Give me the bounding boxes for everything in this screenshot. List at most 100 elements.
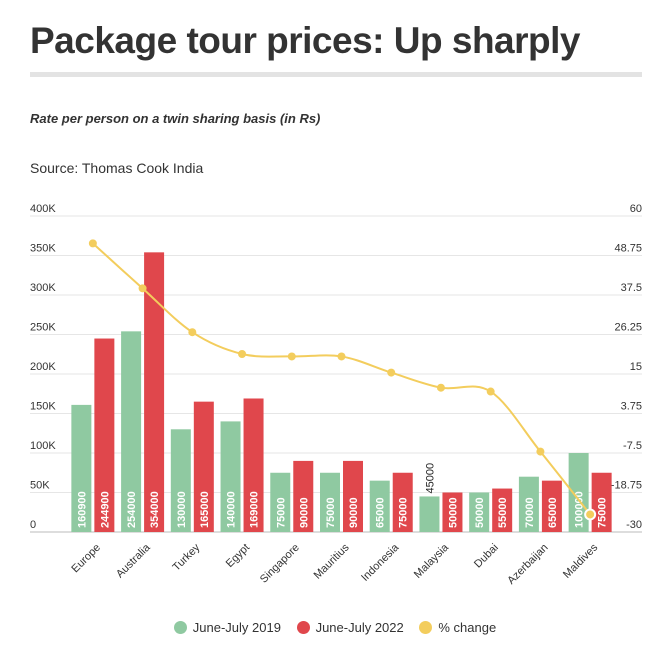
left-tick-label: 300K [30,282,56,294]
legend-item-2019[interactable]: June-July 2019 [173,620,281,635]
category-label: Indonesia [359,541,402,584]
bar-value-label: 65000 [375,497,387,528]
bar-value-label: 75000 [398,497,410,528]
right-tick-label: 37.5 [621,282,642,294]
bar-value-label: 244900 [99,491,111,528]
left-tick-label: 350K [30,243,56,255]
bar-2019 [518,476,539,532]
bar-2019 [419,496,440,532]
bar-2022 [343,460,363,532]
bar-2022 [293,460,314,532]
legend-label-2019: June-July 2019 [192,620,281,635]
category-label: Singapore [258,542,302,586]
bar-2019 [320,472,340,532]
left-tick-label: 50K [30,480,50,492]
category-label: Dubai [472,542,501,571]
left-tick-label: 250K [30,322,56,334]
legend-swatch-2019 [173,621,187,634]
right-tick-label: -30 [626,519,642,531]
category-label: Maldives [561,541,601,581]
right-tick-label: -18.75 [611,480,642,492]
right-tick-label: 60 [630,203,642,215]
percent-change-point [486,387,495,396]
bar-value-label: 45000 [424,463,436,494]
bar-value-label: 90000 [298,497,310,528]
bar-value-label: 75000 [275,497,287,528]
bar-2022 [442,492,463,532]
bar-value-label: 165000 [199,491,211,528]
bar-value-label: 160900 [76,491,88,528]
category-label: Australia [114,541,153,580]
percent-change-point [536,447,545,456]
percent-change-point [287,352,296,361]
chart-subtitle: Rate per person on a twin sharing basis … [30,111,321,126]
bar-value-label: 70000 [524,497,536,528]
left-tick-label: 150K [30,401,56,413]
bar-2019 [220,421,241,532]
bar-value-label: 354000 [149,491,161,528]
percent-change-point [88,239,97,248]
bar-2019 [270,472,291,532]
bar-value-label: 75000 [597,497,609,528]
category-label: Europe [69,542,103,576]
right-tick-label: -7.5 [623,440,642,452]
chart-source: Source: Thomas Cook India [30,160,204,176]
category-label: Malaysia [412,541,452,581]
percent-change-point [584,508,597,521]
percent-change-point [138,284,147,293]
legend-item-2022[interactable]: June-July 2022 [296,620,404,635]
bar-value-label: 130000 [176,491,188,528]
bar-value-label: 75000 [325,497,337,528]
left-tick-label: 100K [30,440,56,452]
legend-item-change[interactable]: % change [419,620,496,635]
left-tick-label: 0 [30,519,36,531]
bar-2022 [94,338,115,532]
category-label: Azerbaijan [505,542,550,587]
bar-value-label: 100000 [574,491,586,528]
right-tick-label: 48.75 [614,243,642,255]
bar-2019 [170,429,191,532]
left-tick-label: 400K [30,203,56,215]
bar-2022 [144,252,165,532]
bar-2019 [469,492,490,532]
bar-2022 [243,398,264,532]
right-tick-label: 15 [630,361,642,373]
right-tick-label: 26.25 [614,322,642,334]
bar-2022 [392,472,413,532]
bar-2022 [193,401,214,532]
category-label: Mauritius [312,541,352,581]
chart-legend: June-July 2019 June-July 2022 % change [0,620,670,635]
bar-value-label: 169000 [249,491,261,528]
percent-change-point [188,328,197,337]
bar-2022 [541,480,562,532]
bar-value-label: 50000 [447,497,459,528]
bar-value-label: 140000 [226,491,238,528]
bar-2019 [568,453,589,532]
bar-2022 [591,472,612,532]
bar-2019 [121,331,142,532]
percent-change-point [387,368,396,377]
bar-value-label: 50000 [474,497,486,528]
bar-2022 [492,488,513,532]
category-label: Turkey [170,541,202,573]
legend-swatch-change [419,621,433,634]
category-label: Egypt [224,542,252,570]
legend-label-change: % change [438,620,497,635]
right-tick-label: 3.75 [621,401,642,413]
left-tick-label: 200K [30,361,56,373]
percent-change-point [337,352,346,361]
chart-title: Package tour prices: Up sharply [30,20,580,61]
legend-label-2022: June-July 2022 [315,620,404,635]
bar-2019 [71,404,92,532]
bar-value-label: 254000 [126,491,138,528]
percent-change-point [436,383,445,392]
percent-change-point [238,349,247,358]
bar-value-label: 90000 [348,497,360,528]
percent-change-line [92,242,591,516]
legend-swatch-2022 [296,621,310,634]
bar-2019 [369,480,390,532]
bar-value-label: 55000 [497,497,509,528]
bar-value-label: 65000 [547,497,559,528]
chart-area: 0 50K 100K 150K 200K 250K 300K 350K 400K -30 -18.7… [30,203,642,587]
title-divider [30,72,642,77]
